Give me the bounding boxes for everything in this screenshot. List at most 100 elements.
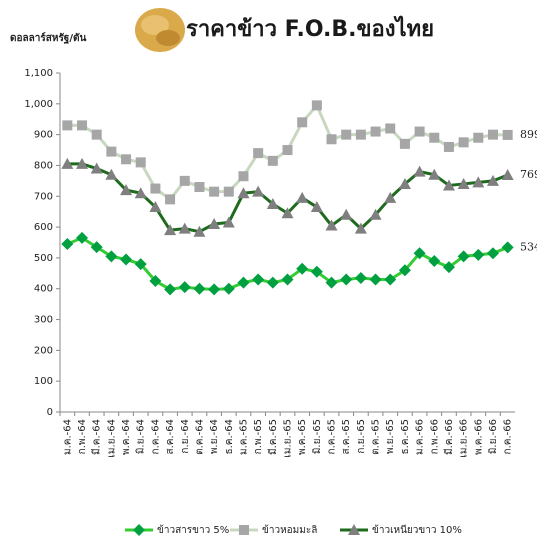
marker — [266, 276, 279, 289]
marker — [135, 157, 146, 168]
marker — [61, 238, 74, 251]
y-tick-label: 300 — [34, 315, 53, 326]
y-tick-label: 400 — [34, 284, 53, 295]
marker — [239, 525, 249, 535]
marker — [458, 137, 469, 148]
marker — [209, 186, 220, 197]
y-tick-label: 600 — [34, 222, 53, 233]
marker — [473, 132, 484, 143]
marker — [282, 145, 293, 156]
y-tick-label: 500 — [34, 253, 53, 264]
marker — [266, 197, 279, 209]
marker — [398, 177, 411, 189]
marker — [398, 264, 411, 277]
marker — [487, 129, 498, 140]
marker — [133, 524, 145, 536]
chart-title: ราคาข้าว F.O.B.ของไทย — [186, 15, 434, 42]
marker — [149, 275, 162, 288]
x-tick-label: เม.ย.-64 — [106, 419, 117, 458]
marker — [429, 132, 440, 143]
marker — [325, 276, 338, 289]
rice-icon — [135, 8, 185, 52]
y-axis-label: ดอลลาร์สหรัฐ/ตัน — [10, 32, 86, 44]
marker — [413, 165, 426, 177]
marker — [340, 208, 353, 220]
y-tick-label: 1,000 — [24, 99, 53, 110]
x-tick-label: มี.ค.-65 — [267, 419, 279, 455]
x-tick-label: ธ.ค.-65 — [400, 419, 411, 454]
marker — [296, 191, 309, 203]
marker — [76, 231, 89, 244]
marker — [90, 241, 103, 254]
marker — [252, 273, 265, 286]
x-tick-label: มี.ค.-64 — [91, 419, 103, 455]
marker — [354, 222, 367, 234]
marker — [443, 141, 454, 152]
marker — [472, 248, 485, 261]
marker — [223, 186, 234, 197]
y-tick-label: 200 — [34, 345, 53, 356]
marker — [121, 154, 132, 165]
marker — [237, 276, 250, 289]
marker — [76, 157, 89, 169]
marker — [428, 168, 441, 180]
value-label: 769 — [520, 168, 537, 181]
x-tick-label: ต.ค.-65 — [371, 419, 382, 455]
x-tick-label: มี.ค.-66 — [443, 419, 455, 455]
marker — [222, 216, 235, 228]
marker — [501, 169, 514, 181]
marker — [208, 283, 221, 296]
legend-label: ข้าวเหนียวขาว 10% — [372, 524, 462, 536]
marker — [193, 225, 206, 237]
marker — [297, 117, 308, 128]
marker — [348, 524, 360, 535]
marker — [385, 123, 396, 134]
x-tick-label: ก.ค.-66 — [503, 419, 514, 454]
marker — [428, 254, 441, 267]
x-tick-label: ก.พ.-66 — [429, 419, 440, 454]
marker — [237, 187, 250, 199]
x-tick-label: มิ.ย.-64 — [136, 419, 147, 454]
marker — [310, 201, 323, 213]
marker — [77, 120, 88, 131]
x-tick-label: ม.ค.-64 — [62, 419, 73, 455]
marker — [501, 241, 514, 254]
marker — [355, 129, 366, 140]
marker — [134, 187, 147, 199]
x-tick-label: พ.ค.-64 — [121, 419, 132, 455]
x-tick-label: ม.ค.-66 — [415, 419, 426, 455]
marker — [457, 177, 470, 189]
marker — [91, 129, 102, 140]
marker — [442, 179, 455, 191]
marker — [414, 126, 425, 137]
marker — [370, 126, 381, 137]
marker — [253, 148, 264, 159]
value-label: 534 — [520, 240, 537, 253]
x-tick-label: ก.ค.-65 — [327, 419, 338, 454]
y-tick-label: 0 — [47, 407, 53, 418]
marker — [238, 171, 249, 182]
marker — [296, 262, 309, 275]
marker — [472, 176, 485, 188]
marker — [179, 175, 190, 186]
marker — [165, 194, 176, 205]
y-tick-label: 900 — [34, 130, 53, 141]
marker — [208, 218, 221, 230]
x-tick-label: ธ.ค.-64 — [224, 419, 235, 454]
x-tick-label: มิ.ย.-65 — [312, 419, 323, 454]
legend-label: ข้าวหอมมะลิ — [262, 524, 317, 536]
x-tick-label: ส.ค.-65 — [341, 419, 352, 454]
x-tick-label: ก.พ.-65 — [253, 419, 264, 454]
marker — [164, 224, 177, 236]
marker — [194, 182, 205, 193]
marker — [457, 250, 470, 263]
marker — [384, 273, 397, 286]
marker — [281, 207, 294, 219]
x-tick-label: เม.ย.-66 — [459, 419, 470, 458]
x-tick-label: ก.ย.-64 — [180, 419, 191, 454]
marker — [252, 185, 265, 197]
x-tick-label: ก.ค.-64 — [150, 419, 161, 454]
value-label: 899 — [520, 128, 537, 141]
marker — [150, 183, 161, 194]
